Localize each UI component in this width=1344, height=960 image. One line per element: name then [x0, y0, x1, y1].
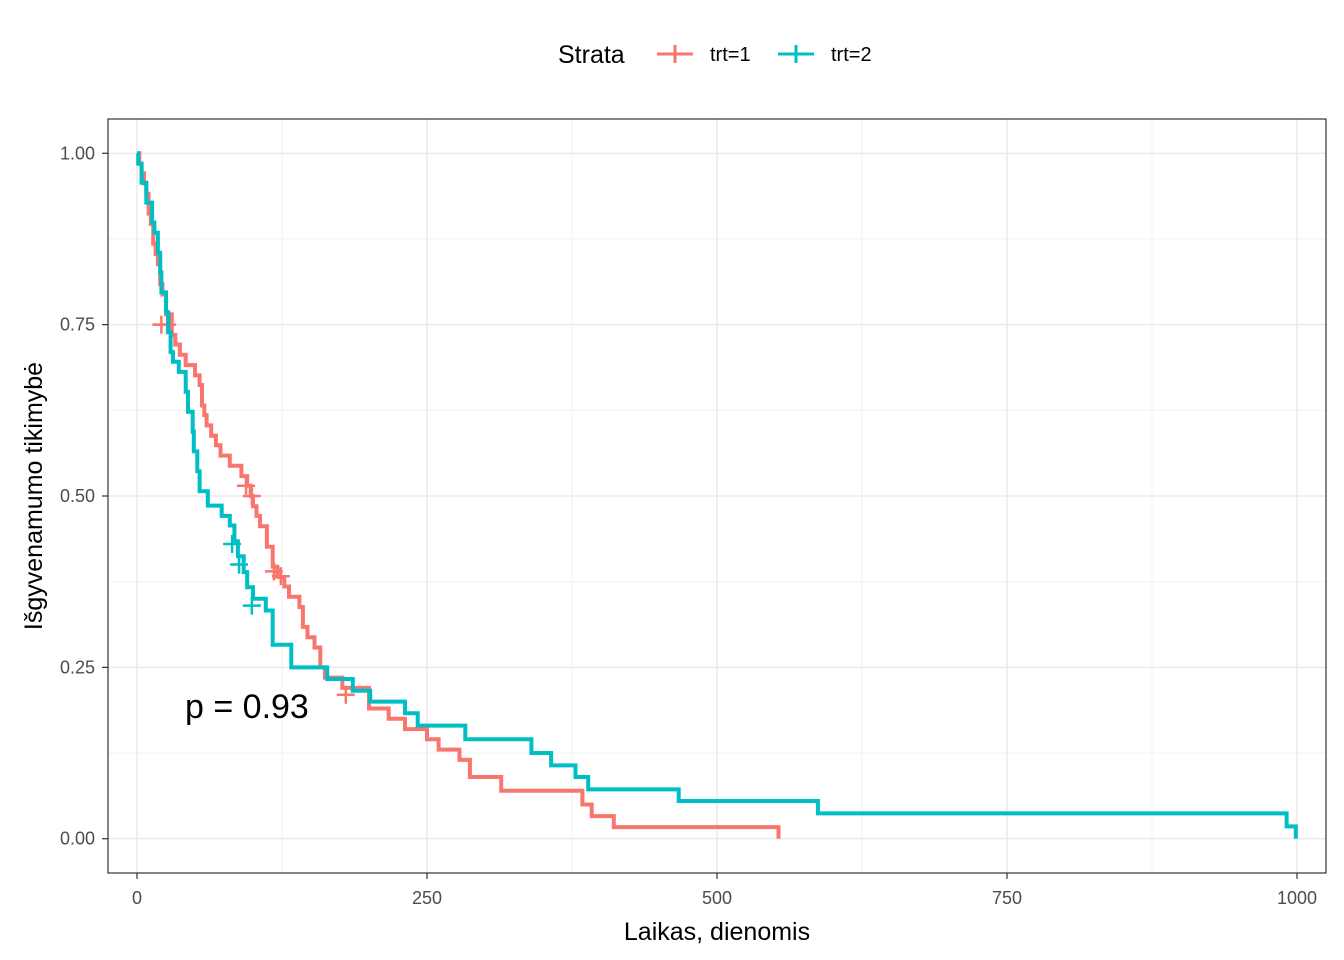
series-line-trt2 [136, 151, 1298, 839]
y-tick-label: 0.25 [60, 657, 95, 677]
y-tick-label: 0.50 [60, 486, 95, 506]
y-axis-title: Išgyvenamumo tikimybė [20, 362, 48, 630]
y-axis: 0.00 0.25 0.50 0.75 1.00 [60, 143, 108, 849]
legend-item-trt1: trt=1 [657, 44, 751, 66]
x-tick-label: 750 [992, 888, 1022, 908]
x-axis: 0 250 500 750 1000 [132, 873, 1317, 908]
y-tick-label: 0.00 [60, 829, 95, 849]
grid-major [108, 119, 1326, 873]
p-value-annotation: p = 0.93 [185, 688, 309, 726]
x-tick-label: 1000 [1277, 888, 1317, 908]
legend-label-trt2: trt=2 [831, 44, 872, 66]
legend-item-trt2: trt=2 [778, 44, 872, 66]
legend: Strata trt=1 trt=2 [558, 41, 872, 69]
legend-label-trt1: trt=1 [710, 44, 751, 66]
x-tick-label: 250 [412, 888, 442, 908]
y-tick-label: 1.00 [60, 143, 95, 163]
x-axis-title: Laikas, dienomis [624, 918, 810, 946]
series-layer [136, 151, 1298, 839]
x-tick-label: 500 [702, 888, 732, 908]
legend-title: Strata [558, 41, 625, 69]
y-tick-label: 0.75 [60, 315, 95, 335]
x-tick-label: 0 [132, 888, 142, 908]
